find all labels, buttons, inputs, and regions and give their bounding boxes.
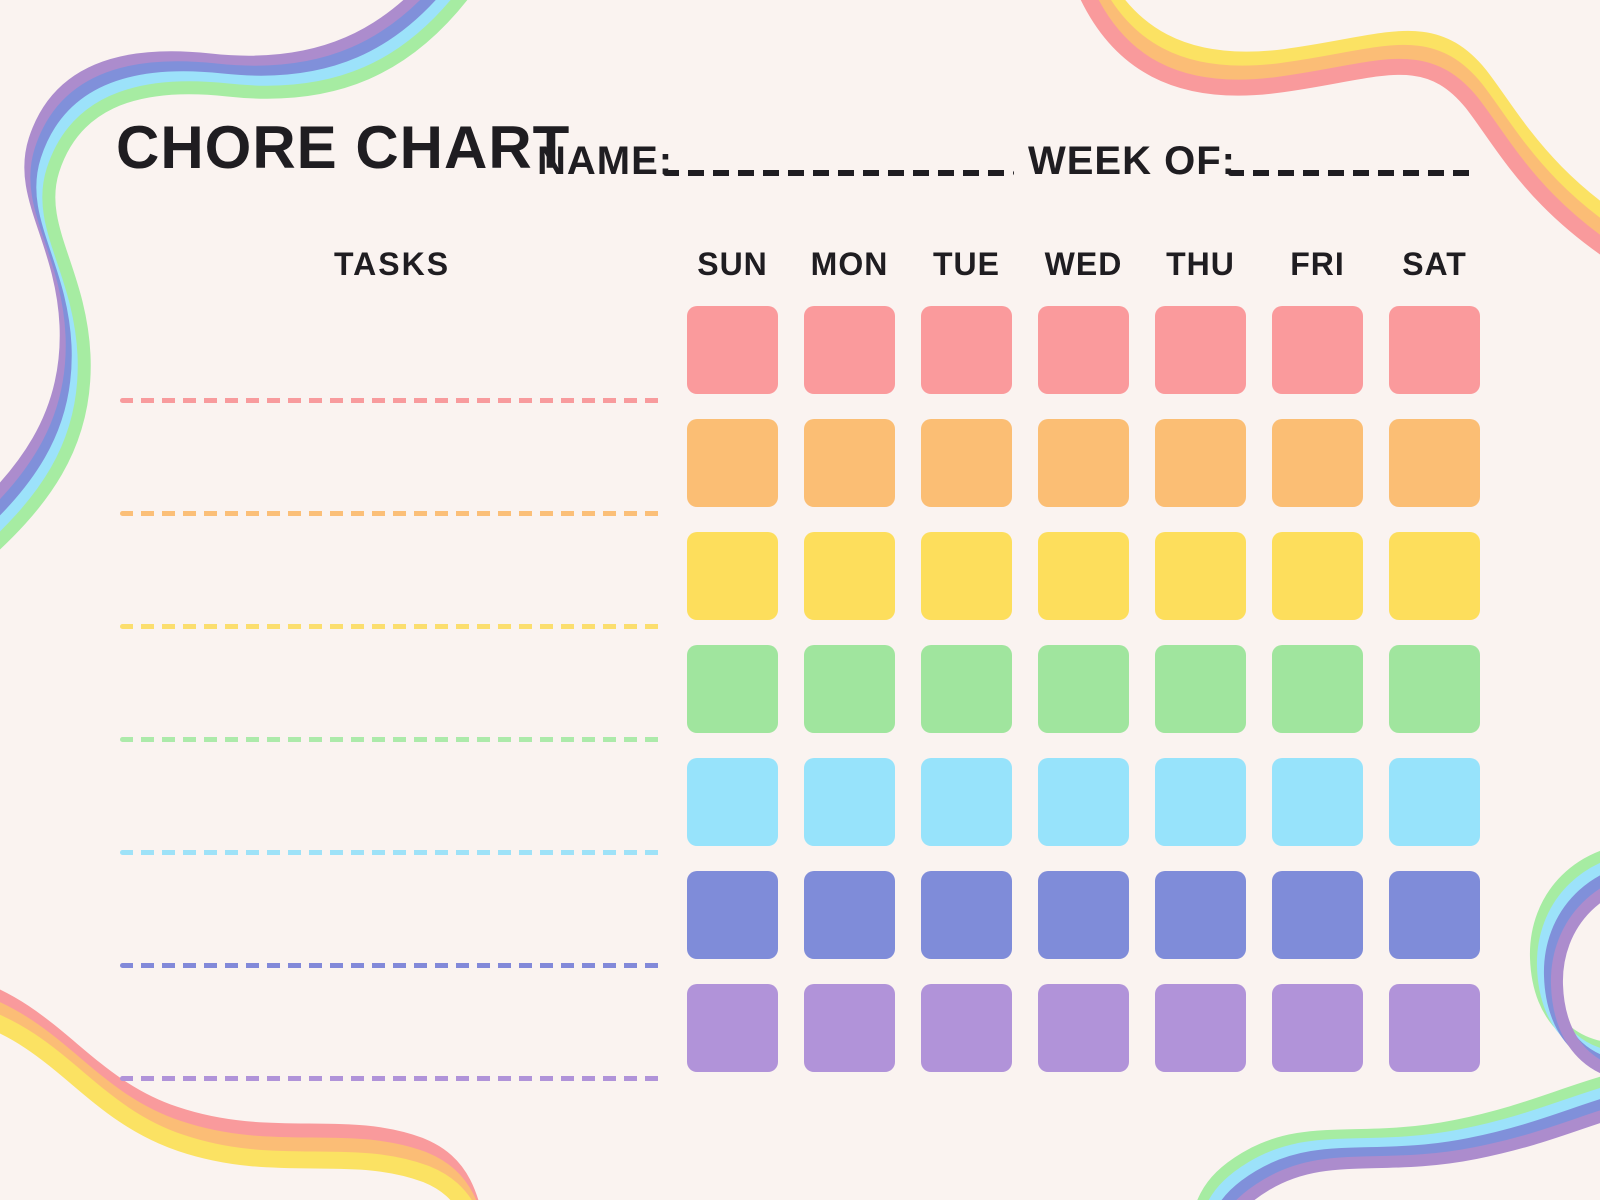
chore-cell-row-3-wed[interactable] — [1038, 532, 1129, 620]
task-input-line-3[interactable] — [120, 624, 660, 629]
task-input-line-5[interactable] — [120, 850, 660, 855]
day-header-thu: THU — [1166, 246, 1235, 282]
chore-cell-row-1-tue[interactable] — [921, 306, 1012, 394]
chore-cell-row-2-tue[interactable] — [921, 419, 1012, 507]
chore-cell-row-3-tue[interactable] — [921, 532, 1012, 620]
chore-cell-row-2-mon[interactable] — [804, 419, 895, 507]
chore-cell-row-1-fri[interactable] — [1272, 306, 1363, 394]
chore-cell-row-6-mon[interactable] — [804, 871, 895, 959]
chore-cell-row-4-mon[interactable] — [804, 645, 895, 733]
tasks-column-header: TASKS — [333, 246, 451, 282]
chore-cell-row-5-sat[interactable] — [1389, 758, 1480, 846]
chore-cell-row-7-mon[interactable] — [804, 984, 895, 1072]
chore-cell-row-3-fri[interactable] — [1272, 532, 1363, 620]
name-label: NAME: — [537, 139, 674, 183]
chore-cell-row-4-tue[interactable] — [921, 645, 1012, 733]
chore-cell-row-5-sun[interactable] — [687, 758, 778, 846]
chore-cell-row-1-thu[interactable] — [1155, 306, 1246, 394]
day-header-wed: WED — [1044, 246, 1123, 282]
chore-cell-row-3-sat[interactable] — [1389, 532, 1480, 620]
chore-cell-row-7-tue[interactable] — [921, 984, 1012, 1072]
chore-cell-row-5-tue[interactable] — [921, 758, 1012, 846]
chore-cell-row-7-wed[interactable] — [1038, 984, 1129, 1072]
chore-cell-row-7-fri[interactable] — [1272, 984, 1363, 1072]
week-of-input-line[interactable] — [1228, 170, 1473, 176]
chore-cell-row-6-tue[interactable] — [921, 871, 1012, 959]
chore-cell-row-3-thu[interactable] — [1155, 532, 1246, 620]
chore-cell-row-4-sat[interactable] — [1389, 645, 1480, 733]
chore-cell-row-1-sat[interactable] — [1389, 306, 1480, 394]
chore-cell-row-2-sat[interactable] — [1389, 419, 1480, 507]
chore-cell-row-3-sun[interactable] — [687, 532, 778, 620]
chore-cell-row-1-wed[interactable] — [1038, 306, 1129, 394]
chore-cell-row-6-thu[interactable] — [1155, 871, 1246, 959]
chore-cell-row-7-sat[interactable] — [1389, 984, 1480, 1072]
chore-cell-row-6-fri[interactable] — [1272, 871, 1363, 959]
chore-cell-row-5-fri[interactable] — [1272, 758, 1363, 846]
chore-cell-row-2-fri[interactable] — [1272, 419, 1363, 507]
task-input-line-7[interactable] — [120, 1076, 660, 1081]
chore-cell-row-7-sun[interactable] — [687, 984, 778, 1072]
page-title: CHORE CHART — [116, 114, 571, 181]
day-header-sat: SAT — [1402, 246, 1467, 282]
top-left-rainbow-ribbon — [0, 0, 468, 550]
chore-cell-row-4-sun[interactable] — [687, 645, 778, 733]
name-input-line[interactable] — [663, 170, 1014, 176]
chore-cell-row-5-wed[interactable] — [1038, 758, 1129, 846]
day-header-tue: TUE — [933, 246, 1000, 282]
chore-cell-row-2-sun[interactable] — [687, 419, 778, 507]
week-of-label: WEEK OF: — [1028, 139, 1236, 183]
chore-cell-row-1-sun[interactable] — [687, 306, 778, 394]
chore-cell-row-2-thu[interactable] — [1155, 419, 1246, 507]
chore-cell-row-3-mon[interactable] — [804, 532, 895, 620]
bottom-left-rainbow-ribbon — [0, 989, 479, 1200]
chore-cell-row-7-thu[interactable] — [1155, 984, 1246, 1072]
task-input-line-6[interactable] — [120, 963, 660, 968]
chore-cell-row-6-sat[interactable] — [1389, 871, 1480, 959]
bottom-right-rainbow-ribbon — [1197, 850, 1600, 1200]
day-header-fri: FRI — [1290, 246, 1345, 282]
chore-cell-row-4-wed[interactable] — [1038, 645, 1129, 733]
task-input-line-1[interactable] — [120, 398, 660, 403]
chore-cell-row-5-mon[interactable] — [804, 758, 895, 846]
chore-cell-row-4-fri[interactable] — [1272, 645, 1363, 733]
chore-cell-row-2-wed[interactable] — [1038, 419, 1129, 507]
top-right-rainbow-ribbon — [1080, 0, 1600, 255]
chore-cell-row-1-mon[interactable] — [804, 306, 895, 394]
chore-cell-row-6-wed[interactable] — [1038, 871, 1129, 959]
chore-cell-row-6-sun[interactable] — [687, 871, 778, 959]
chore-cell-row-5-thu[interactable] — [1155, 758, 1246, 846]
task-input-line-4[interactable] — [120, 737, 660, 742]
day-header-sun: SUN — [697, 246, 768, 282]
chore-cell-row-4-thu[interactable] — [1155, 645, 1246, 733]
day-header-mon: MON — [810, 246, 889, 282]
task-input-line-2[interactable] — [120, 511, 660, 516]
